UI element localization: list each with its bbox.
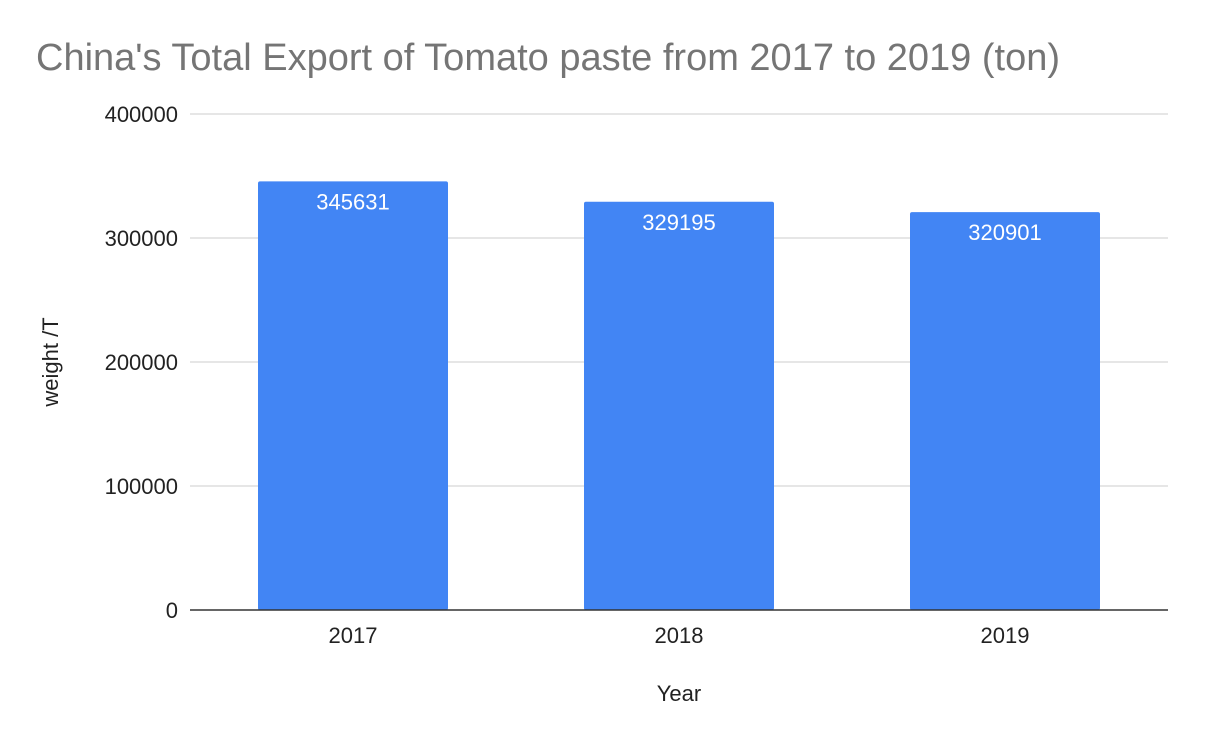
bar-2018 [584,201,774,610]
y-tick-label: 400000 [105,102,178,127]
y-axis-ticks: 0 100000 200000 300000 400000 [105,102,178,623]
y-tick-label: 300000 [105,226,178,251]
x-tick-label: 2019 [981,623,1030,648]
data-label-2019: 320901 [968,220,1041,245]
data-label-2018: 329195 [642,210,715,235]
x-axis-title: Year [657,681,701,706]
y-tick-label: 100000 [105,474,178,499]
x-tick-label: 2017 [329,623,378,648]
x-tick-label: 2018 [655,623,704,648]
y-axis-title: weight /T [38,317,63,407]
data-label-2017: 345631 [316,189,389,214]
y-tick-label: 0 [166,598,178,623]
bar-2019 [910,212,1100,610]
bars: 345631 329195 320901 [258,181,1100,611]
chart-title: China's Total Export of Tomato paste fro… [36,37,1060,79]
x-axis-ticks: 2017 2018 2019 [329,623,1030,648]
bar-2017 [258,181,448,611]
y-tick-label: 200000 [105,350,178,375]
